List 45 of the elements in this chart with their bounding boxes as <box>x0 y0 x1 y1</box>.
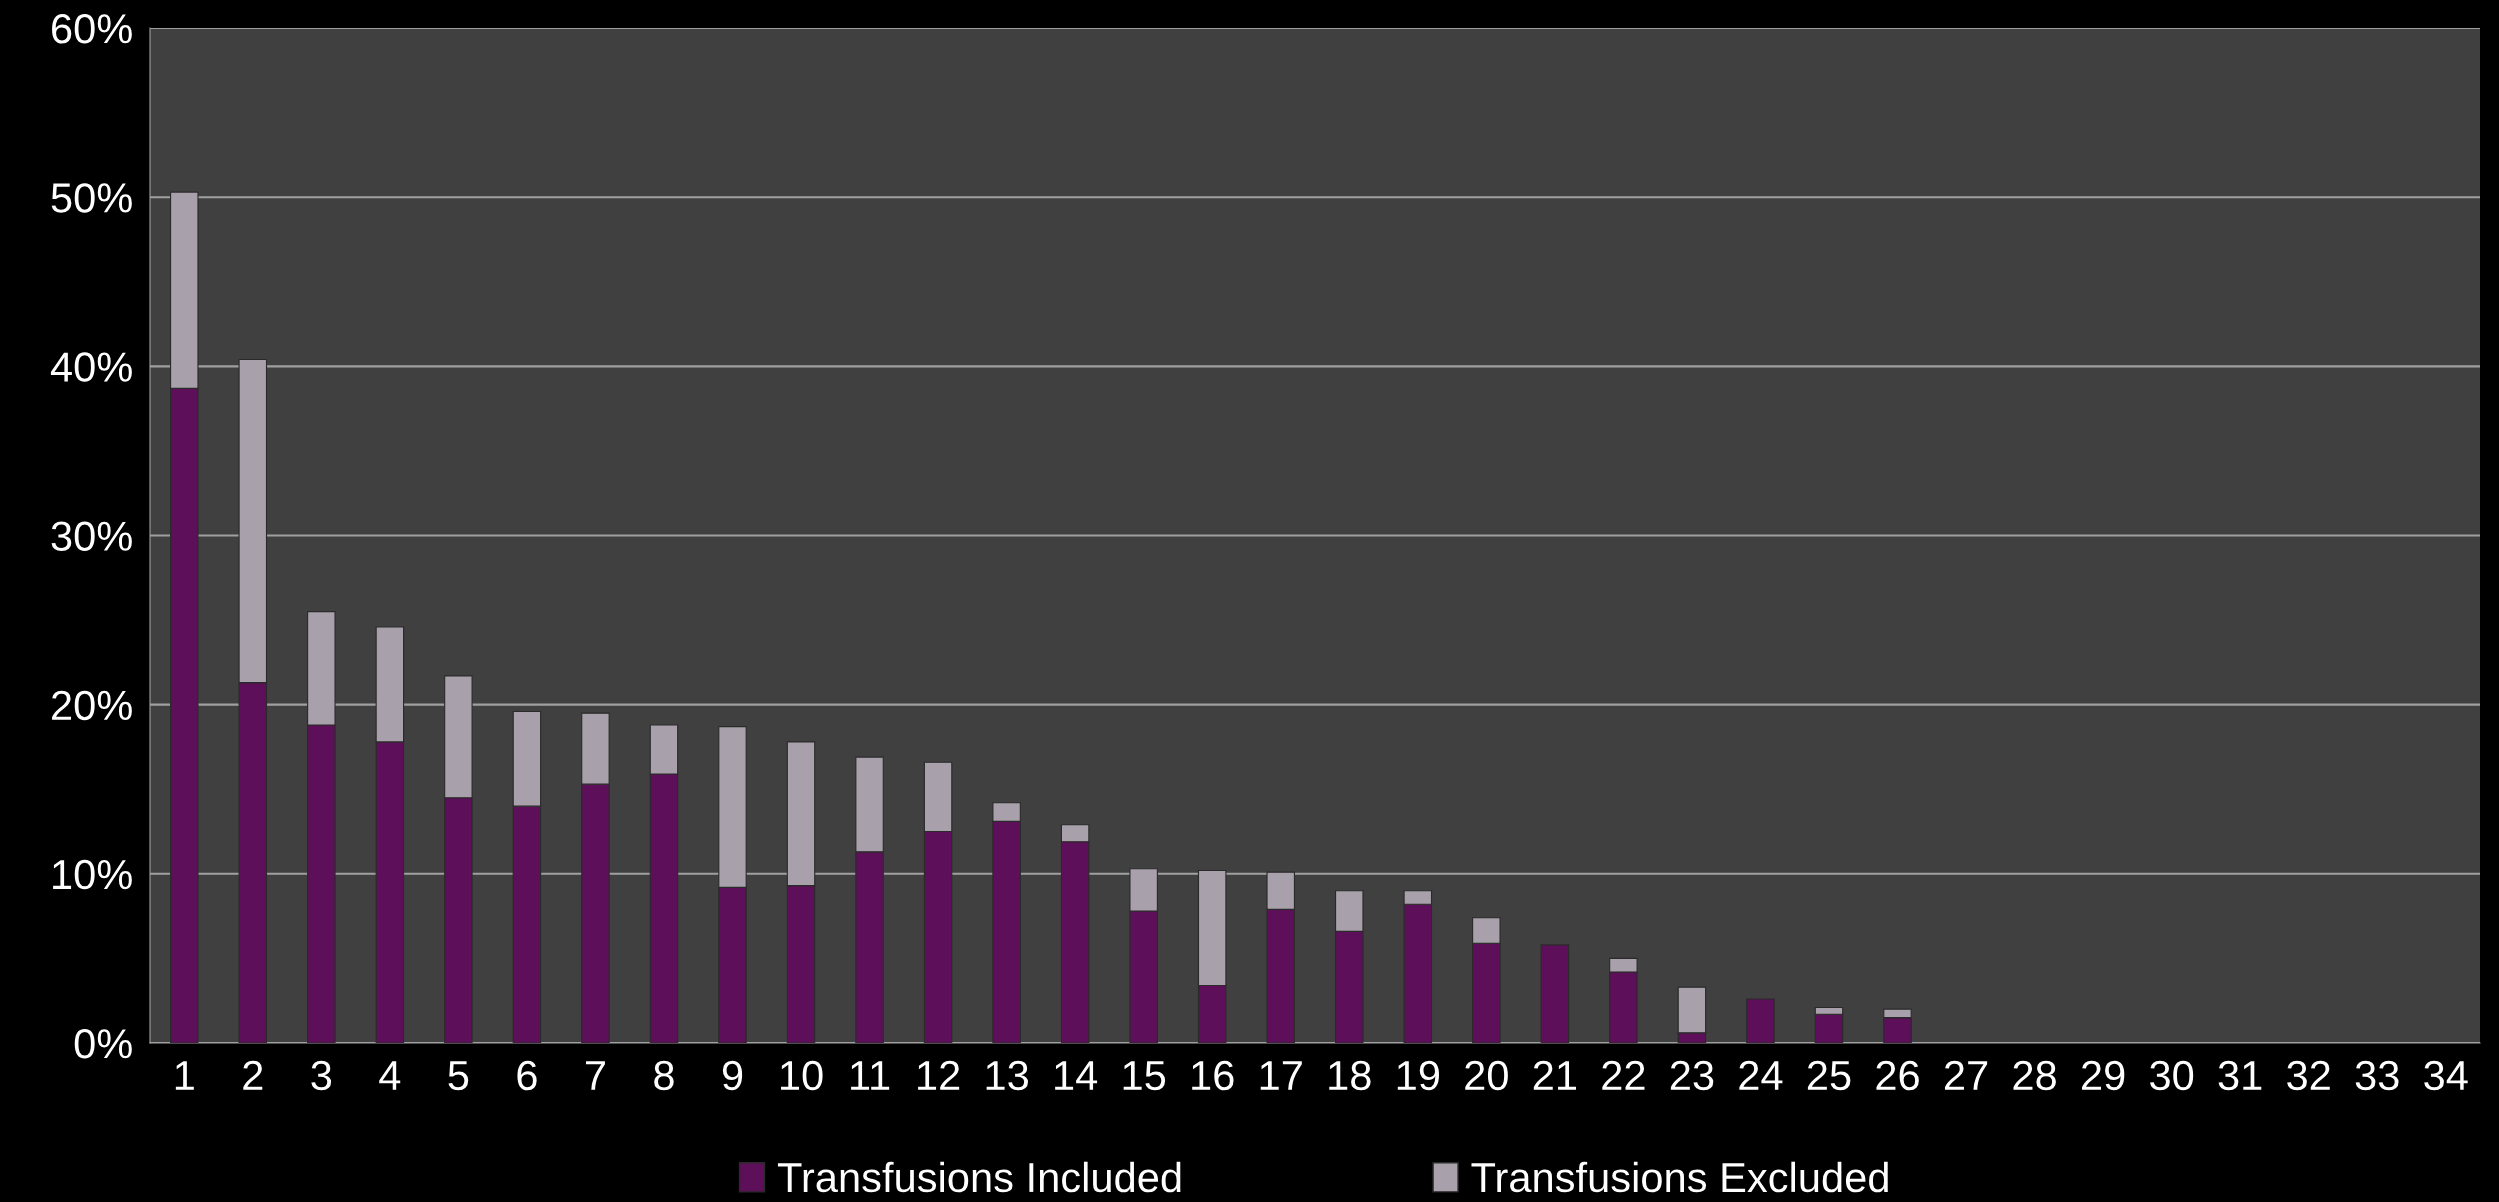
x-tick-label: 8 <box>654 1060 674 1091</box>
x-tick-label: 3 <box>311 1060 332 1091</box>
x-tick-label: 29 <box>2082 1060 2125 1091</box>
x-tick-label: 16 <box>1192 1060 1234 1091</box>
x-tick-label: 18 <box>1329 1060 1371 1091</box>
x-tick-label: 25 <box>1807 1060 1851 1091</box>
x-tick-label: 1 <box>175 1061 194 1090</box>
y-tick-label: 20% <box>52 690 132 721</box>
x-tick-label: 15 <box>1123 1061 1166 1091</box>
x-tick-label: 23 <box>1670 1060 1714 1091</box>
x-tick-label: 13 <box>986 1060 1028 1091</box>
y-tick-label: 60% <box>52 14 132 44</box>
y-tick-label: 30% <box>51 521 132 552</box>
x-tick-label: 20 <box>1465 1060 1508 1091</box>
x-tick-label: 27 <box>1944 1060 1988 1090</box>
x-tick-label: 32 <box>2287 1060 2330 1091</box>
x-tick-label: 4 <box>379 1061 401 1090</box>
x-tick-label: 30 <box>2150 1060 2194 1091</box>
x-tick-label: 31 <box>2218 1060 2262 1091</box>
x-tick-label: 34 <box>2424 1060 2468 1091</box>
x-tick-label: 24 <box>1739 1060 1783 1090</box>
x-tick-label: 19 <box>1397 1060 1439 1091</box>
x-tick-label: 5 <box>448 1061 469 1091</box>
legend-label: Transfusions Included <box>777 1161 1181 1193</box>
x-tick-label: 14 <box>1055 1061 1098 1090</box>
x-tick-label: 10 <box>781 1060 823 1091</box>
y-tick-label: 10% <box>53 859 132 890</box>
x-tick-label: 7 <box>585 1061 605 1090</box>
x-tick-label: 17 <box>1260 1061 1302 1090</box>
x-tick-label: 12 <box>918 1060 960 1090</box>
x-tick-label: 2 <box>243 1060 263 1090</box>
x-tick-label: 11 <box>851 1061 890 1090</box>
bar <box>1540 944 1570 1043</box>
x-tick-label: 21 <box>1533 1060 1576 1090</box>
x-tick-label: 26 <box>1876 1060 1919 1091</box>
legend-label: Transfusions Excluded <box>1471 1161 1888 1193</box>
y-tick-label: 50% <box>51 183 132 213</box>
x-tick-label: 22 <box>1602 1060 1645 1090</box>
x-tick-label: 6 <box>517 1060 537 1091</box>
x-tick-label: 28 <box>2013 1060 2056 1091</box>
x-tick-label: 9 <box>722 1060 743 1091</box>
bar <box>1746 998 1775 1043</box>
y-tick-label: 40% <box>50 352 132 382</box>
x-tick-label: 33 <box>2355 1060 2399 1091</box>
y-tick-label: 0% <box>74 1029 132 1059</box>
